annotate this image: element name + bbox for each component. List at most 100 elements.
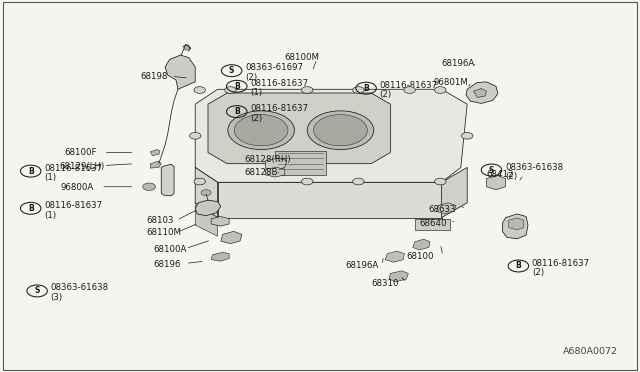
Circle shape	[305, 180, 309, 183]
Text: (1): (1)	[44, 173, 56, 182]
Circle shape	[198, 89, 202, 91]
Circle shape	[435, 178, 446, 185]
Polygon shape	[413, 239, 430, 250]
Circle shape	[438, 180, 442, 183]
Text: B: B	[364, 84, 369, 93]
Polygon shape	[275, 151, 326, 175]
Polygon shape	[195, 200, 221, 216]
Text: 68128B: 68128B	[244, 169, 278, 177]
Text: 68196: 68196	[154, 260, 181, 269]
Polygon shape	[195, 167, 218, 218]
Circle shape	[461, 132, 473, 139]
Polygon shape	[221, 231, 242, 244]
Polygon shape	[161, 164, 174, 196]
Text: S: S	[489, 166, 494, 174]
Text: 08363-61638: 08363-61638	[505, 163, 563, 171]
Circle shape	[189, 132, 201, 139]
Circle shape	[408, 89, 412, 91]
Text: 68310: 68310	[371, 279, 399, 288]
Text: 08116-81637: 08116-81637	[380, 81, 438, 90]
Polygon shape	[266, 167, 285, 177]
Polygon shape	[389, 271, 408, 282]
Text: 08363-61697: 08363-61697	[245, 63, 303, 72]
Polygon shape	[218, 182, 442, 218]
Polygon shape	[385, 251, 404, 262]
Text: 68129(LH): 68129(LH)	[60, 162, 105, 171]
Text: B: B	[234, 107, 239, 116]
Circle shape	[198, 180, 202, 183]
Text: 08116-81637: 08116-81637	[532, 259, 590, 267]
Polygon shape	[150, 161, 161, 168]
Circle shape	[193, 135, 197, 137]
Polygon shape	[436, 203, 456, 214]
Text: (1): (1)	[44, 211, 56, 219]
Text: 08116-81637: 08116-81637	[250, 104, 308, 113]
Polygon shape	[486, 176, 506, 190]
Circle shape	[438, 89, 442, 91]
Circle shape	[404, 87, 415, 93]
Text: S: S	[229, 66, 234, 75]
Text: 68412: 68412	[486, 170, 514, 179]
Polygon shape	[474, 89, 486, 97]
Text: 96800A: 96800A	[61, 183, 94, 192]
Text: (2): (2)	[245, 73, 257, 82]
Text: 68100M: 68100M	[285, 53, 320, 62]
Polygon shape	[183, 45, 191, 50]
Text: 68100: 68100	[406, 252, 434, 261]
Circle shape	[234, 115, 288, 146]
Polygon shape	[195, 89, 467, 182]
Polygon shape	[208, 93, 390, 164]
Circle shape	[356, 180, 360, 183]
Text: 68640: 68640	[419, 219, 447, 228]
Circle shape	[305, 89, 309, 91]
Circle shape	[356, 89, 360, 91]
Circle shape	[314, 115, 367, 146]
Text: B: B	[28, 167, 33, 176]
Circle shape	[465, 135, 469, 137]
Polygon shape	[466, 82, 498, 103]
Text: 68100F: 68100F	[64, 148, 97, 157]
Polygon shape	[195, 203, 218, 236]
Text: 96801M: 96801M	[434, 78, 468, 87]
Circle shape	[301, 178, 313, 185]
Text: 68196A: 68196A	[346, 262, 379, 270]
Text: B: B	[234, 82, 239, 91]
Text: 68633: 68633	[429, 205, 456, 214]
Polygon shape	[150, 150, 160, 155]
Polygon shape	[165, 55, 195, 89]
Text: 68100A: 68100A	[154, 245, 187, 254]
Polygon shape	[266, 158, 287, 170]
Circle shape	[194, 178, 205, 185]
Text: (2): (2)	[250, 114, 262, 123]
Text: 08363-61638: 08363-61638	[51, 283, 109, 292]
Circle shape	[225, 87, 236, 93]
Polygon shape	[211, 217, 229, 226]
Text: 68196A: 68196A	[442, 59, 475, 68]
Text: S: S	[35, 286, 40, 295]
Polygon shape	[509, 218, 524, 230]
Polygon shape	[442, 167, 467, 218]
Circle shape	[307, 111, 374, 150]
Text: (2): (2)	[505, 172, 517, 181]
Text: A680A0072: A680A0072	[563, 347, 618, 356]
Text: 08116-81637: 08116-81637	[250, 79, 308, 88]
Text: (3): (3)	[51, 293, 63, 302]
Bar	[415, 219, 450, 230]
Text: 68110M: 68110M	[146, 228, 181, 237]
Polygon shape	[502, 214, 528, 239]
Text: 08116-81637: 08116-81637	[44, 201, 102, 210]
Circle shape	[201, 190, 211, 196]
Text: B: B	[28, 204, 33, 213]
Text: B: B	[516, 262, 521, 270]
Circle shape	[435, 87, 446, 93]
Circle shape	[301, 87, 313, 93]
Circle shape	[353, 178, 364, 185]
Circle shape	[353, 87, 364, 93]
Text: (2): (2)	[532, 268, 544, 277]
Circle shape	[143, 183, 156, 190]
Circle shape	[228, 89, 232, 91]
Polygon shape	[211, 252, 229, 261]
Text: 68198: 68198	[141, 72, 168, 81]
Text: 68128(RH): 68128(RH)	[244, 155, 291, 164]
Text: 68103: 68103	[146, 216, 173, 225]
